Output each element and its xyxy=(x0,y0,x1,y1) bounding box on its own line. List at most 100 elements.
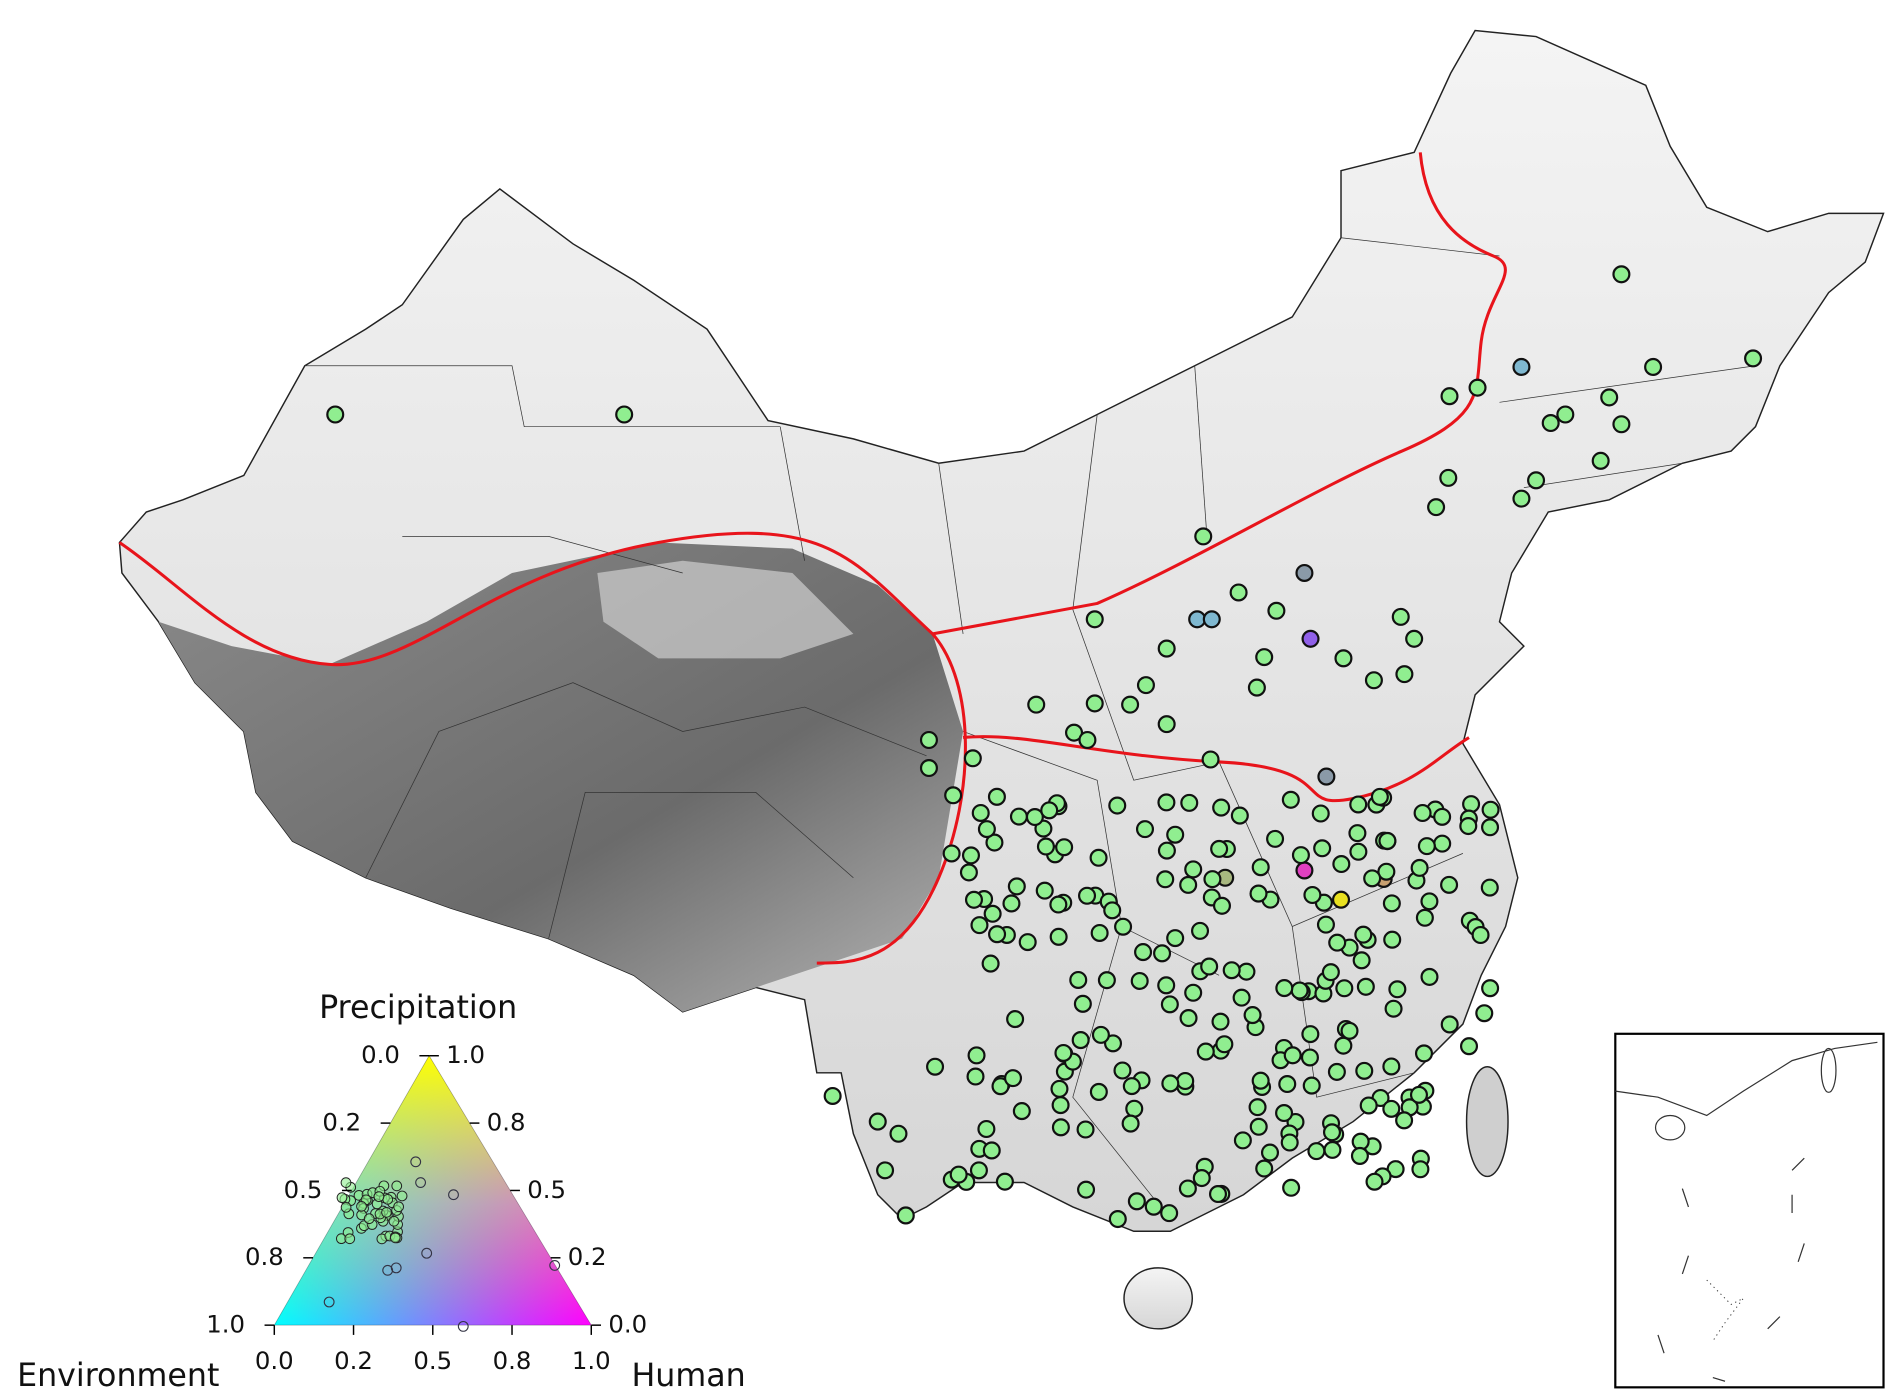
site-marker xyxy=(1440,1015,1459,1034)
site-marker xyxy=(1144,1197,1163,1216)
site-marker xyxy=(1355,1061,1374,1080)
site-marker xyxy=(1378,831,1397,850)
site-marker xyxy=(1612,265,1631,284)
ternary-point xyxy=(448,1189,459,1201)
site-marker xyxy=(1121,695,1140,714)
site-marker xyxy=(1356,977,1375,996)
site-marker xyxy=(1352,951,1371,970)
site-marker xyxy=(1395,1111,1414,1130)
site-marker xyxy=(1348,824,1367,843)
site-marker xyxy=(1556,405,1575,424)
site-marker xyxy=(1332,855,1351,874)
site-marker xyxy=(1280,1133,1299,1152)
site-marker xyxy=(1160,1204,1179,1223)
tick-label: 0.0 xyxy=(255,1346,294,1375)
site-marker xyxy=(1202,610,1221,629)
site-marker xyxy=(1108,1210,1127,1229)
site-marker xyxy=(1411,1160,1430,1179)
site-marker xyxy=(971,803,990,823)
left-axis-label: Environment xyxy=(17,1358,219,1394)
site-marker xyxy=(1364,671,1383,690)
site-marker xyxy=(1003,1069,1023,1088)
site-marker xyxy=(983,904,1002,923)
site-marker xyxy=(1091,1025,1110,1044)
site-marker xyxy=(963,749,982,768)
site-marker xyxy=(1160,995,1179,1014)
site-marker xyxy=(1251,858,1270,877)
site-marker xyxy=(1212,798,1231,817)
site-marker xyxy=(1192,1169,1211,1188)
site-marker xyxy=(1161,1074,1180,1093)
site-marker xyxy=(966,1067,985,1086)
site-marker xyxy=(1311,804,1330,823)
site-marker xyxy=(1471,925,1490,945)
site-marker xyxy=(1382,894,1401,913)
site-marker xyxy=(1383,930,1402,949)
site-marker xyxy=(1481,979,1500,998)
ternary-point xyxy=(340,1201,352,1213)
site-marker xyxy=(1076,1120,1095,1139)
site-marker xyxy=(1744,349,1763,368)
site-marker xyxy=(868,1112,887,1131)
site-marker xyxy=(1050,1079,1069,1098)
site-marker xyxy=(1300,1048,1319,1067)
site-marker xyxy=(1179,1009,1198,1028)
site-marker xyxy=(1090,923,1109,942)
site-marker xyxy=(961,846,981,865)
site-marker xyxy=(1179,875,1198,894)
site-marker xyxy=(1130,971,1149,990)
site-marker xyxy=(1334,1036,1353,1055)
site-marker xyxy=(1349,795,1368,814)
site-marker xyxy=(1388,980,1407,999)
site-marker xyxy=(1433,834,1452,853)
site-marker xyxy=(1440,387,1459,406)
ternary-point xyxy=(457,1320,469,1332)
site-marker xyxy=(1157,976,1176,995)
site-marker xyxy=(1281,790,1300,809)
tick-label: 0.2 xyxy=(322,1107,361,1136)
ternary-point xyxy=(382,1193,394,1205)
site-marker xyxy=(1290,981,1309,1000)
site-marker xyxy=(1222,961,1241,980)
site-marker xyxy=(1153,944,1172,963)
site-marker xyxy=(1313,839,1332,858)
site-marker xyxy=(949,1165,968,1184)
site-marker xyxy=(1085,610,1104,629)
site-marker xyxy=(1073,994,1092,1013)
site-marker xyxy=(1232,988,1251,1007)
site-marker xyxy=(823,1086,842,1105)
site-marker xyxy=(1459,817,1478,836)
site-marker xyxy=(1051,1118,1070,1137)
site-marker xyxy=(1208,1185,1228,1204)
site-marker xyxy=(1157,715,1176,734)
ternary-point xyxy=(340,1177,352,1188)
site-marker xyxy=(1350,1146,1369,1165)
site-marker xyxy=(1097,971,1116,990)
site-marker xyxy=(1409,1085,1429,1104)
ternary-point xyxy=(356,1201,367,1212)
site-marker xyxy=(1301,629,1320,648)
site-marker xyxy=(977,1119,996,1139)
site-marker xyxy=(1114,917,1133,936)
inset-map xyxy=(1614,1032,1885,1389)
site-marker xyxy=(1359,1096,1378,1115)
tick-label: 0.0 xyxy=(361,1040,400,1069)
site-marker xyxy=(987,787,1006,806)
site-marker xyxy=(1006,1010,1025,1029)
site-marker xyxy=(1384,999,1403,1018)
site-marker xyxy=(1267,601,1286,620)
site-marker xyxy=(1462,795,1481,814)
site-marker xyxy=(1249,1117,1268,1136)
site-marker xyxy=(944,786,963,805)
site-marker xyxy=(1108,796,1127,815)
site-marker xyxy=(1283,1046,1302,1065)
site-marker xyxy=(1302,1076,1321,1095)
site-marker xyxy=(1377,862,1396,881)
site-marker xyxy=(1541,414,1560,433)
site-marker xyxy=(1103,1034,1123,1053)
site-marker xyxy=(1255,1159,1274,1178)
tick-label: 0.8 xyxy=(493,1346,532,1375)
site-marker xyxy=(1191,921,1210,940)
site-marker xyxy=(1439,468,1458,487)
ternary-point xyxy=(323,1296,335,1308)
